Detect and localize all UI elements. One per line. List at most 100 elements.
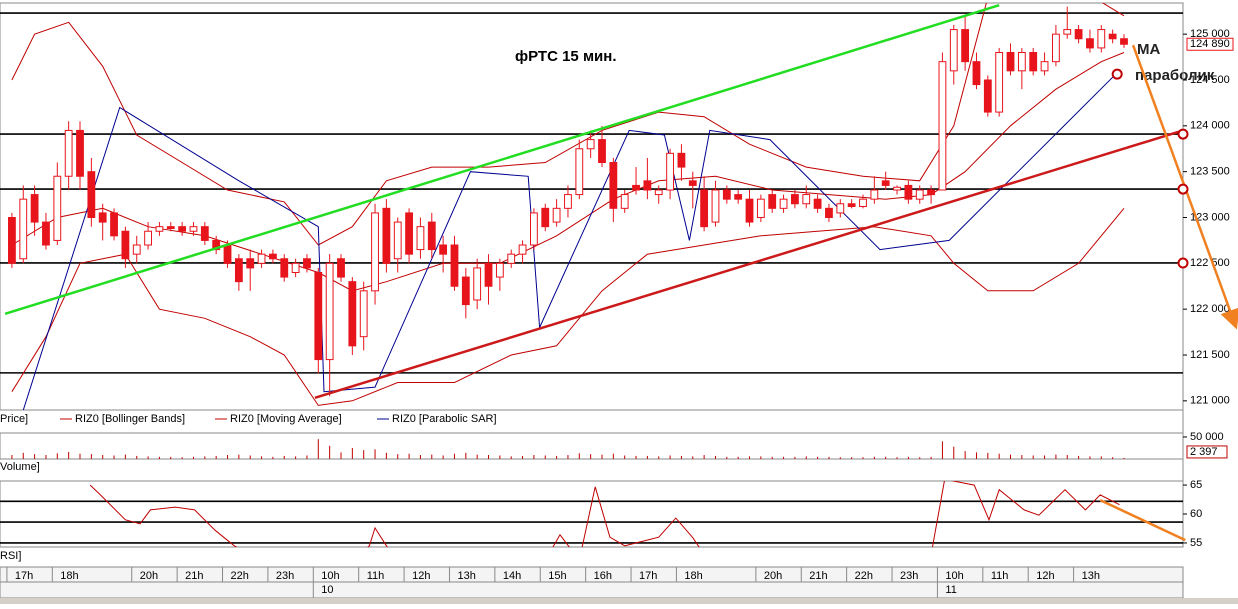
candle-body	[303, 258, 311, 269]
x-tick-label: 15h	[548, 570, 566, 582]
candle-body	[246, 258, 255, 269]
candle-body	[734, 194, 743, 200]
date-label: 11	[945, 584, 956, 596]
x-tick-label: 10h	[321, 570, 339, 582]
panel-label: Volume]	[0, 461, 40, 473]
x-tick-label: 16h	[594, 570, 612, 582]
y-tick-label: 122 000	[1190, 303, 1230, 315]
last-volume-label: 2 397	[1190, 446, 1218, 458]
candle-body	[1063, 29, 1072, 35]
candle-body	[484, 262, 493, 287]
x-tick-label: 13h	[457, 570, 475, 582]
candle-body	[53, 175, 62, 241]
candle-body	[189, 226, 198, 232]
candle-body	[1052, 33, 1060, 63]
candle-body	[575, 148, 584, 196]
bottom-strip	[0, 598, 1238, 604]
x-tick-label: 20h	[764, 570, 782, 582]
date-label: 10	[321, 584, 333, 596]
candle-body	[337, 258, 345, 278]
candle-body	[76, 129, 84, 177]
x-tick-label: 17h	[639, 570, 657, 582]
candle-body	[643, 180, 652, 191]
candle-body	[64, 129, 73, 177]
x-tick-label: 21h	[185, 570, 203, 582]
candle-body	[745, 198, 754, 223]
y-tick-label: 121 500	[1190, 349, 1230, 361]
candle-body	[938, 61, 947, 191]
candle-body	[1097, 29, 1106, 49]
candle-body	[450, 244, 459, 287]
x-tick-label: 21h	[809, 570, 827, 582]
marker	[1177, 128, 1189, 140]
candle-body	[552, 207, 561, 223]
y-tick-label: 50 000	[1190, 431, 1224, 443]
candle-body	[359, 290, 368, 338]
candle-body	[110, 212, 118, 237]
y-tick-label: 55	[1190, 537, 1202, 549]
candle-body	[1120, 38, 1128, 45]
candle-body	[1017, 52, 1026, 72]
candle-body	[427, 221, 436, 251]
candle-body	[915, 189, 924, 200]
moving-average	[11, 52, 1125, 292]
candle-body	[371, 212, 379, 292]
candle-body	[42, 221, 50, 246]
candle-body	[961, 29, 970, 63]
candle-body	[688, 180, 697, 186]
legend-label: Price]	[0, 413, 28, 425]
candle-body	[847, 203, 856, 207]
candle-body	[166, 226, 175, 230]
candle-body	[348, 281, 357, 347]
x-tick-label: 17h	[15, 570, 33, 582]
legend-label: RIZ0 [Moving Average]	[230, 413, 342, 425]
x-tick-label: 11h	[991, 570, 1009, 582]
candle-body	[200, 226, 209, 241]
bollinger-band	[11, 207, 1125, 406]
candle-body	[1074, 29, 1083, 40]
candle-body	[405, 212, 413, 255]
candle-body	[178, 226, 187, 232]
marker	[1177, 257, 1189, 269]
candle-body	[666, 152, 674, 191]
candle-body	[280, 258, 289, 278]
y-tick-label: 125 000	[1190, 28, 1230, 40]
candle-body	[144, 230, 152, 246]
last-volume-box	[1186, 445, 1228, 459]
y-tick-label: 123 500	[1190, 166, 1230, 178]
candle-body	[393, 221, 402, 260]
candle-body	[620, 194, 629, 209]
candle-body	[904, 184, 913, 200]
x-tick-label: 12h	[1036, 570, 1054, 582]
x-tick-label: 18h	[60, 570, 78, 582]
trend-line	[314, 129, 1183, 399]
candle-body	[30, 194, 39, 223]
annotation: MA	[1137, 41, 1160, 58]
candle-body	[813, 198, 822, 209]
candle-body	[495, 262, 504, 278]
candle-body	[564, 194, 572, 209]
annotation: параболик	[1135, 67, 1215, 84]
candle-body	[700, 189, 709, 228]
candle-body	[779, 198, 788, 209]
candle-body	[234, 258, 243, 283]
candle-body	[132, 244, 141, 255]
candle-body	[609, 162, 618, 209]
candle-body	[121, 230, 130, 260]
legend-label: RIZ0 [Parabolic SAR]	[392, 413, 497, 425]
candle-body	[768, 194, 777, 209]
candle-body	[632, 184, 640, 191]
x-tick-label: 12h	[412, 570, 430, 582]
last-price-label: 124 890	[1190, 38, 1230, 50]
candle-body	[155, 226, 164, 232]
y-tick-label: 121 000	[1190, 395, 1230, 407]
chart-title: фРТС 15 мин.	[515, 48, 617, 65]
candle-body	[586, 139, 595, 150]
candle-body	[314, 272, 323, 361]
candle-body	[598, 139, 606, 163]
bollinger-band	[11, 3, 1125, 246]
candle-body	[722, 189, 731, 200]
candle-body	[223, 244, 232, 264]
